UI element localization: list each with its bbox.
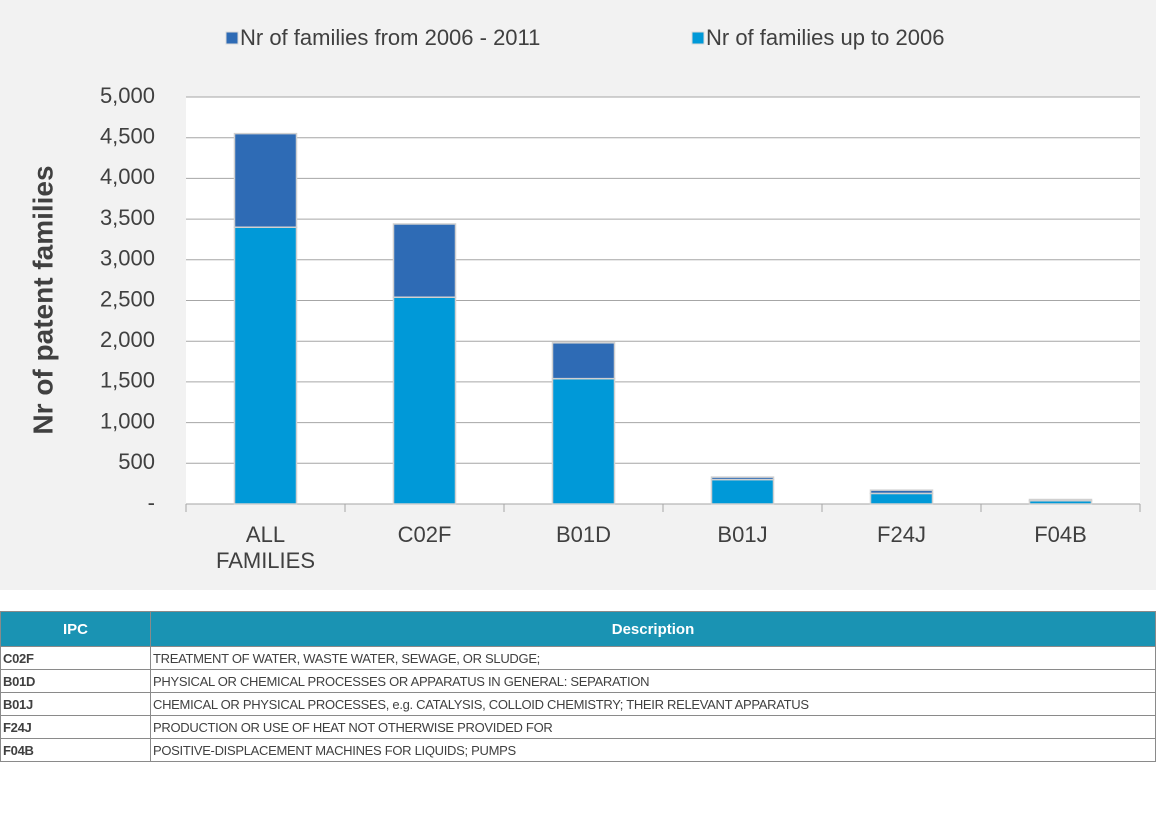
table-header: IPC (0, 611, 151, 647)
x-tick-label: C02F (397, 522, 452, 547)
x-tick-label: F24J (877, 522, 926, 547)
legend-swatch (691, 31, 705, 45)
bar-segment (869, 492, 934, 505)
y-axis-label: Nr of patent families (27, 165, 58, 434)
y-tick-label: 3,500 (100, 205, 155, 230)
ipc-code: C02F (0, 646, 151, 670)
ipc-code: F04B (0, 738, 151, 762)
y-tick-label: 5,000 (100, 83, 155, 108)
ipc-description: CHEMICAL OR PHYSICAL PROCESSES, e.g. CAT… (150, 692, 1156, 716)
ipc-code: B01J (0, 692, 151, 716)
chart: Nr of patent families - 500 1,000 1,500 2,00… (0, 0, 1156, 590)
x-tick-label: ALL FAMILIES (215, 522, 316, 573)
table-header: Description (150, 611, 1156, 647)
legend-label: Nr of families up to 2006 (706, 25, 944, 50)
bar-segment (710, 476, 775, 481)
y-tick-label: 1,000 (100, 408, 155, 433)
x-tick-label: B01D (555, 522, 612, 547)
table-row: B01J CHEMICAL OR PHYSICAL PROCESSES, e.g.… (0, 692, 1156, 716)
ipc-description: TREATMENT OF WATER, WASTE WATER, SEWAGE,… (150, 646, 1156, 670)
y-tick-label: 2,000 (100, 327, 155, 352)
ipc-description: PHYSICAL OR CHEMICAL PROCESSES OR APPARA… (150, 669, 1156, 693)
bar-segment (710, 478, 775, 505)
bar-segment (392, 223, 457, 298)
ipc-description: POSITIVE-DISPLACEMENT MACHINES FOR LIQUI… (150, 738, 1156, 762)
bar-segment (869, 489, 934, 495)
ipc-code: F24J (0, 715, 151, 739)
table-row: F24J PRODUCTION OR USE OF HEAT NOT OTHERW… (0, 715, 1156, 739)
y-tick-label: 500 (118, 449, 155, 474)
y-tick-label: 1,500 (100, 368, 155, 393)
legend-label: Nr of families from 2006 - 2011 (240, 25, 540, 50)
x-tick-label: B01J (717, 522, 768, 547)
y-tick-label: 4,000 (100, 164, 155, 189)
table-row: B01D PHYSICAL OR CHEMICAL PROCESSES OR AP… (0, 669, 1156, 693)
x-tick-label: F04B (1034, 522, 1087, 547)
bar-segment (233, 226, 298, 505)
bar-segment (551, 377, 616, 505)
ipc-code: B01D (0, 669, 151, 693)
ipc-table: IPC Description C02F TREATMENT OF WATER, … (0, 611, 1156, 762)
table-row: F04B POSITIVE-DISPLACEMENT MACHINES FOR L… (0, 738, 1156, 762)
bar-segment (233, 132, 298, 228)
y-tick-label: 4,500 (100, 124, 155, 149)
y-tick-label: 3,000 (100, 246, 155, 271)
y-tick-label: - (148, 490, 155, 515)
legend-swatch (225, 31, 239, 45)
table-row: C02F TREATMENT OF WATER, WASTE WATER, SEW… (0, 646, 1156, 670)
y-tick-label: 2,500 (100, 286, 155, 311)
ipc-description: PRODUCTION OR USE OF HEAT NOT OTHERWISE … (150, 715, 1156, 739)
bar-segment (551, 342, 616, 380)
bar-segment (392, 296, 457, 505)
bar-segment (1028, 498, 1093, 502)
